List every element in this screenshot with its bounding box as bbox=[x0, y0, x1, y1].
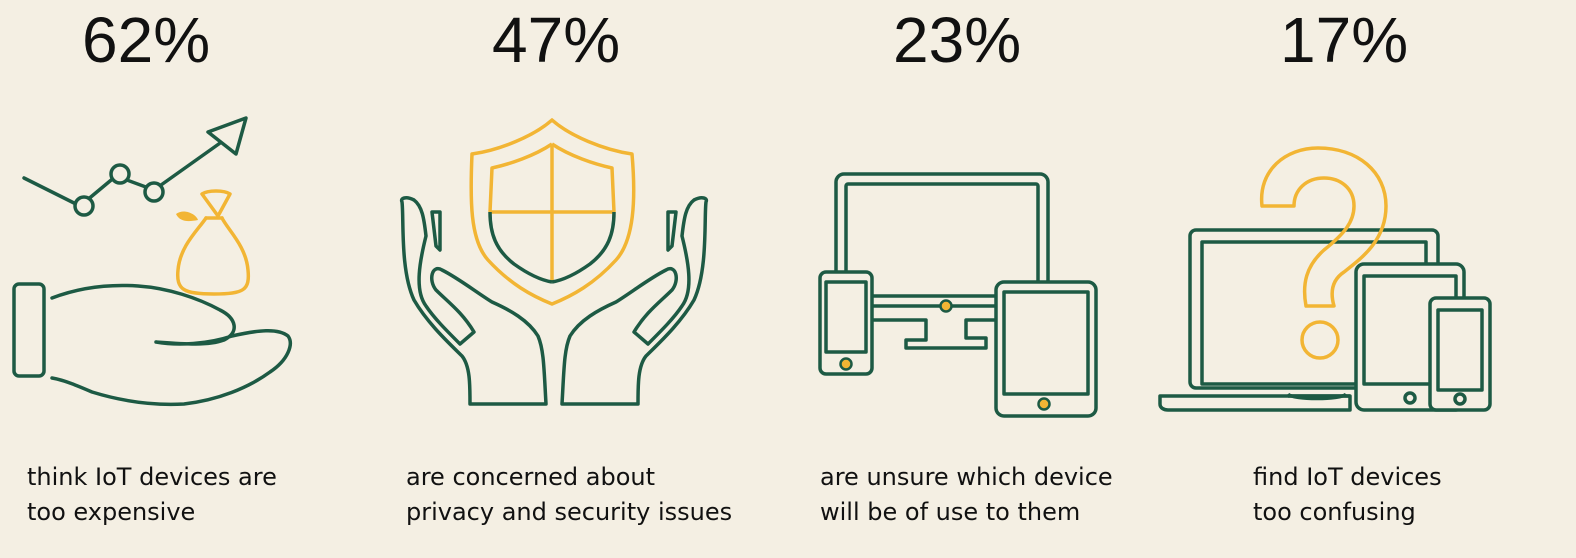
caption-line-1: are concerned about bbox=[406, 463, 656, 491]
stat-percent: 17% bbox=[1280, 4, 1409, 76]
devices-question-icon bbox=[1158, 146, 1492, 412]
caption-line-1: think IoT devices are bbox=[27, 463, 277, 491]
hands-shield-icon bbox=[399, 118, 709, 406]
multi-device-icon bbox=[818, 172, 1098, 418]
stat-caption: are unsure which device will be of use t… bbox=[820, 460, 1113, 530]
caption-line-2: will be of use to them bbox=[820, 498, 1081, 526]
stat-privacy: 47% are concerned about privacy and secu… bbox=[380, 0, 780, 558]
stat-percent: 23% bbox=[893, 4, 1022, 76]
stat-unsure-device: 23% are unsure which device will be of u… bbox=[780, 0, 1180, 558]
caption-line-2: too confusing bbox=[1253, 498, 1416, 526]
hand-money-bag-chart-icon bbox=[12, 116, 292, 407]
caption-line-2: privacy and security issues bbox=[406, 498, 733, 526]
stat-caption: are concerned about privacy and security… bbox=[406, 460, 732, 530]
stat-percent: 47% bbox=[492, 4, 621, 76]
stat-caption: find IoT devices too confusing bbox=[1253, 460, 1442, 530]
stat-confusing: 17% find IoT devices too confusing bbox=[1158, 0, 1576, 558]
caption-line-1: find IoT devices bbox=[1253, 463, 1442, 491]
stat-expensive: 62% think IoT devices are too expensive bbox=[0, 0, 380, 558]
caption-line-1: are unsure which device bbox=[820, 463, 1113, 491]
stat-percent: 62% bbox=[82, 4, 211, 76]
caption-line-2: too expensive bbox=[27, 498, 196, 526]
stat-caption: think IoT devices are too expensive bbox=[27, 460, 277, 530]
